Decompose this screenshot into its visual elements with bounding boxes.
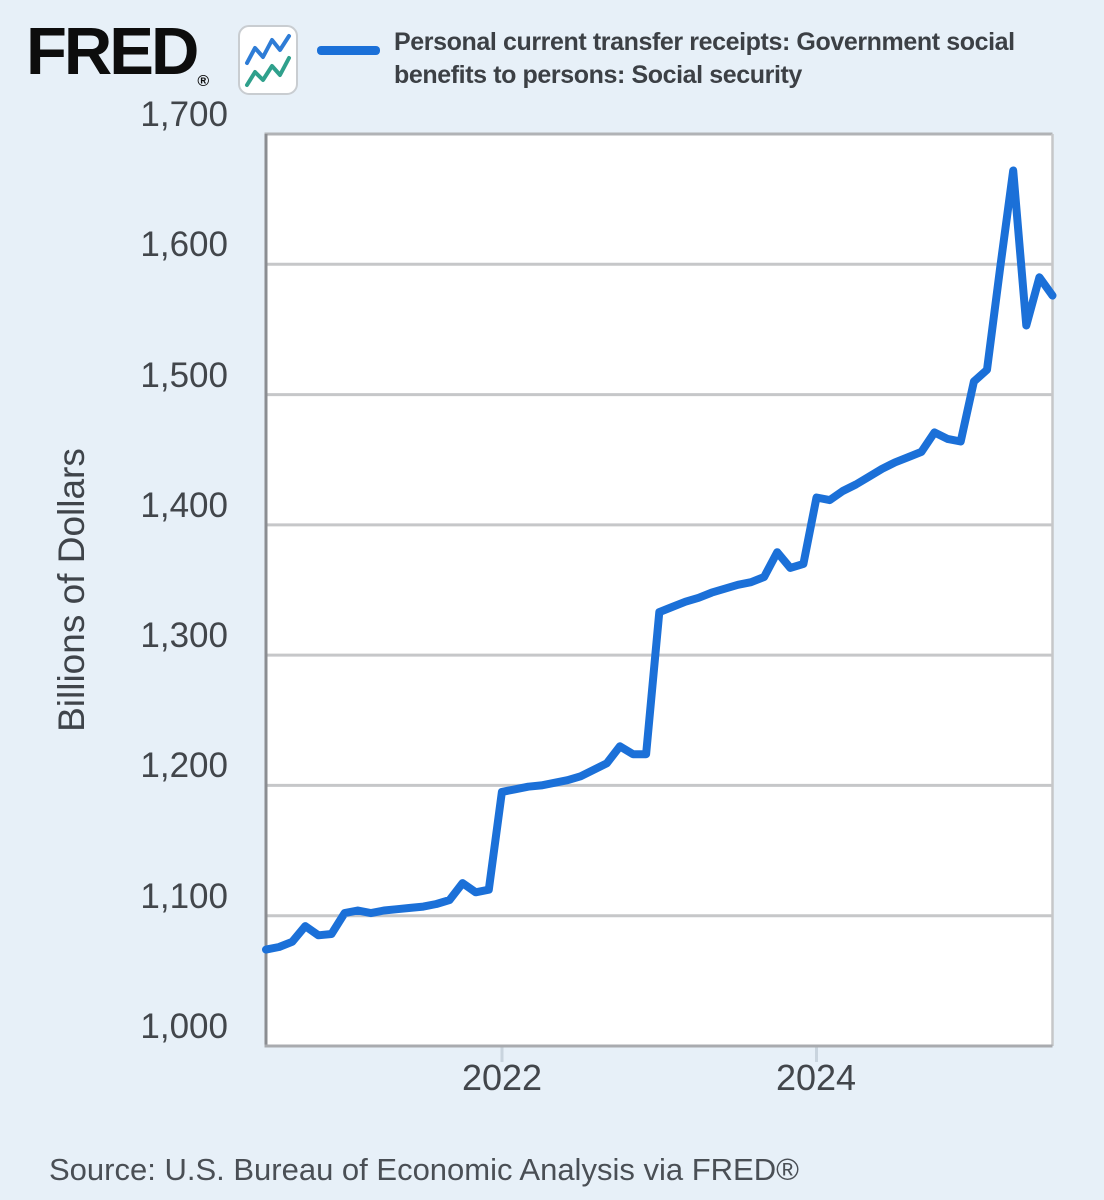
x-tick-label-2022: 2022 bbox=[461, 1057, 543, 1098]
y-tick-label-1400: 1,400 bbox=[140, 486, 228, 525]
y-tick-label-1600: 1,600 bbox=[140, 225, 228, 264]
y-tick-label-1000: 1,000 bbox=[140, 1007, 228, 1046]
legend-line-swatch bbox=[317, 46, 380, 55]
fred-sparkline-icon-graphic bbox=[245, 34, 291, 87]
fred-logo-text: FRED bbox=[26, 14, 199, 89]
legend-series-label: Personal current transfer receipts: Gove… bbox=[394, 26, 1015, 92]
legend-series-label-line1: Personal current transfer receipts: Gove… bbox=[394, 28, 1015, 56]
x-tick-label-2024: 2024 bbox=[775, 1057, 857, 1098]
y-tick-label-1200: 1,200 bbox=[140, 746, 228, 785]
data-line bbox=[262, 166, 1057, 954]
y-axis-title: Billions of Dollars bbox=[51, 448, 92, 732]
fred-sparkline-icon bbox=[238, 25, 298, 95]
registered-trademark-symbol: ® bbox=[197, 73, 210, 90]
plot-background bbox=[266, 134, 1053, 1046]
source-note: Source: U.S. Bureau of Economic Analysis… bbox=[49, 1152, 799, 1187]
y-tick-label-1500: 1,500 bbox=[140, 356, 228, 395]
y-tick-label-1100: 1,100 bbox=[140, 877, 228, 916]
fred-logo: FRED® bbox=[26, 18, 209, 90]
legend-series-label-line2: benefits to persons: Social security bbox=[394, 61, 802, 89]
y-tick-label-1300: 1,300 bbox=[140, 616, 228, 655]
y-tick-label-1700: 1,700 bbox=[140, 95, 228, 134]
